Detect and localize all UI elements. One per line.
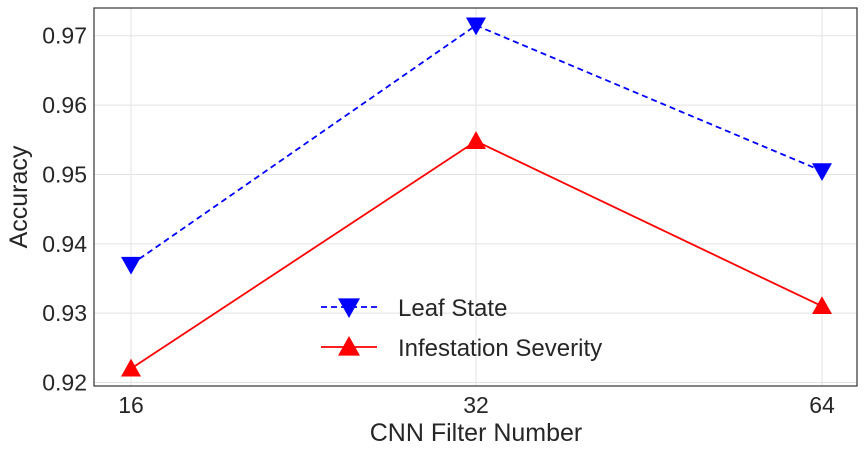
y-tick-label: 0.93: [42, 300, 87, 326]
x-axis-title: CNN Filter Number: [370, 419, 583, 447]
y-tick-label: 0.95: [42, 161, 87, 187]
data-point-infestation-severity: [466, 131, 486, 149]
data-point-leaf-state: [466, 17, 486, 36]
grid: [94, 8, 857, 386]
y-tick-label: 0.97: [42, 23, 87, 49]
series-layer: [121, 17, 832, 377]
y-tick-label: 0.94: [42, 231, 87, 257]
data-point-leaf-state: [121, 256, 141, 275]
x-tick-label: 16: [118, 392, 144, 418]
plot-frame: [93, 7, 858, 387]
data-point-infestation-severity: [812, 296, 832, 315]
legend-marker-infestation-severity: [338, 336, 360, 356]
y-tick-label: 0.96: [42, 92, 87, 118]
x-tick-label: 32: [463, 392, 489, 418]
x-tick-label: 64: [809, 392, 835, 418]
legend: Leaf State Infestation Severity: [321, 295, 602, 362]
y-tick-label: 0.92: [42, 370, 87, 396]
y-axis-title: Accuracy: [5, 145, 33, 248]
data-point-leaf-state: [812, 163, 832, 181]
legend-marker-leaf-state: [338, 298, 360, 318]
y-tick-labels: 0.92 0.93 0.94 0.95 0.96 0.97: [42, 23, 87, 396]
data-point-infestation-severity: [121, 358, 141, 377]
x-tick-labels: 16 32 64: [118, 392, 835, 418]
legend-label-leaf-state: Leaf State: [398, 295, 507, 322]
legend-label-infestation-severity: Infestation Severity: [398, 335, 602, 362]
series-line-leaf-state: [130, 24, 823, 266]
